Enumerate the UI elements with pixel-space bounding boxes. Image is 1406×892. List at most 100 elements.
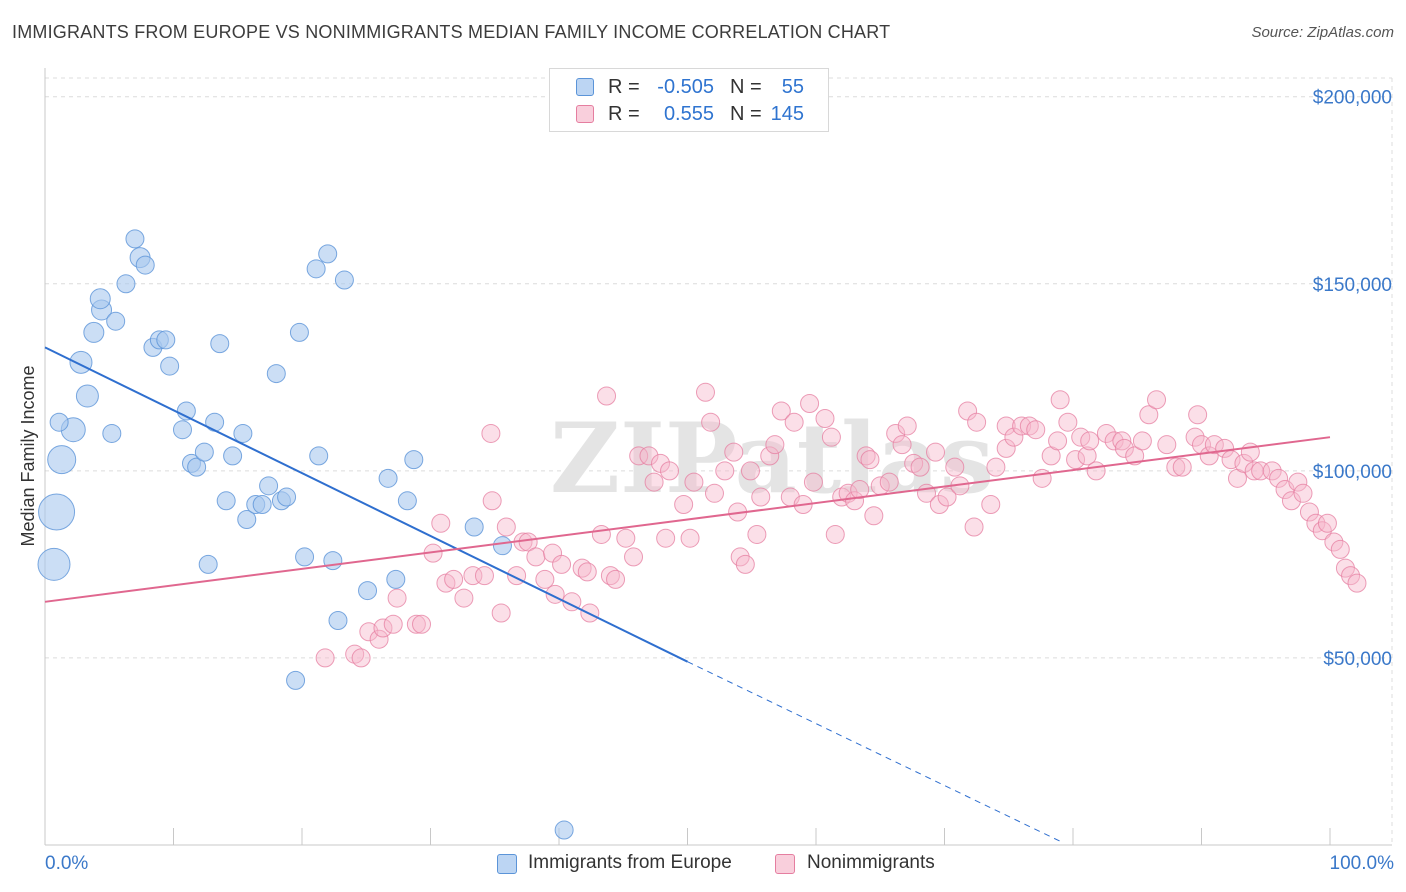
chart-title: IMMIGRANTS FROM EUROPE VS NONIMMIGRANTS … <box>12 22 891 42</box>
immigrant-point <box>554 820 574 840</box>
nonimmigrant-point <box>406 614 426 634</box>
nonimmigrant-point <box>616 528 636 548</box>
legend-n-value: 55 <box>781 76 804 98</box>
nonimmigrant-point <box>383 614 403 634</box>
nonimmigrant-point <box>1293 483 1313 503</box>
nonimmigrant-point <box>1147 390 1167 410</box>
nonimmigrant-point <box>1112 431 1132 451</box>
nonimmigrant-point <box>1050 390 1070 410</box>
immigrant-point <box>318 244 338 264</box>
bottom-legend-swatch-blue <box>497 854 517 874</box>
immigrant-point <box>259 476 279 496</box>
nonimmigrant-point <box>996 438 1016 458</box>
immigrant-point <box>187 457 207 477</box>
nonimmigrant-point <box>845 491 865 511</box>
nonimmigrant-point <box>1032 468 1052 488</box>
nonimmigrant-point <box>704 483 724 503</box>
nonimmigrant-point <box>674 495 694 515</box>
nonimmigrant-point <box>463 566 483 586</box>
immigrant-point <box>69 350 93 374</box>
nonimmigrant-point <box>345 644 365 664</box>
immigrant-point <box>378 468 398 488</box>
bottom-legend-label: Nonimmigrants <box>807 852 935 873</box>
nonimmigrant-point <box>1324 532 1344 552</box>
immigrant-point <box>404 450 424 470</box>
immigrant-point <box>198 554 218 574</box>
nonimmigrant-point <box>1330 539 1350 559</box>
immigrant-point <box>295 547 315 567</box>
immigrant-point <box>386 569 406 589</box>
nonimmigrant-point <box>680 528 700 548</box>
nonimmigrant-point <box>1347 573 1367 593</box>
nonimmigrant-point <box>387 588 407 608</box>
nonimmigrant-point <box>735 554 755 574</box>
immigrant-point <box>277 487 297 507</box>
nonimmigrant-point <box>1012 416 1032 436</box>
nonimmigrant-point <box>821 427 841 447</box>
immigrant-point <box>286 670 306 690</box>
immigrant-point <box>492 536 512 556</box>
source-label: Source: ZipAtlas.com <box>1251 24 1394 41</box>
nonimmigrant-point <box>760 446 780 466</box>
nonimmigrant-point <box>996 416 1016 436</box>
legend-row-nonimmigrants: R = 0.555 N = 145 <box>550 101 828 127</box>
nonimmigrant-point <box>1306 513 1326 533</box>
nonimmigrant-point <box>535 569 555 589</box>
nonimmigrant-point <box>526 547 546 567</box>
immigrant-point <box>289 322 309 342</box>
y-tick-label: $100,000 <box>1313 462 1392 483</box>
nonimmigrant-point <box>695 382 715 402</box>
immigrant-point <box>172 420 192 440</box>
nonimmigrant-point <box>1281 491 1301 511</box>
nonimmigrant-point <box>591 524 611 544</box>
nonimmigrant-point <box>351 648 371 668</box>
immigrant-point <box>83 321 105 343</box>
nonimmigrant-point <box>1262 461 1282 481</box>
nonimmigrant-point <box>886 423 906 443</box>
correlation-legend: R = -0.505 N = 55 R = 0.555 N = 145 <box>549 68 829 132</box>
nonimmigrant-point <box>577 562 597 582</box>
immigrant-point <box>156 330 176 350</box>
nonimmigrant-point <box>740 461 760 481</box>
legend-r-label: R = <box>608 76 640 98</box>
nonimmigrant-point <box>1139 405 1159 425</box>
nonimmigrant-point <box>1132 431 1152 451</box>
trend-lines <box>44 346 1331 842</box>
nonimmigrant-point <box>981 495 1001 515</box>
x-tick-label: 100.0% <box>1330 853 1395 874</box>
nonimmigrant-point <box>1157 435 1177 455</box>
nonimmigrant-point <box>897 416 917 436</box>
legend-row-immigrants: R = -0.505 N = 55 <box>550 74 828 100</box>
immigrant-point <box>37 547 71 581</box>
nonimmigrant-point <box>864 506 884 526</box>
bottom-legend-label: Immigrants from Europe <box>528 852 732 873</box>
nonimmigrant-point <box>1188 405 1208 425</box>
immigrant-point <box>252 495 272 515</box>
nonimmigrant-point <box>1341 566 1361 586</box>
immigrant-point <box>47 445 77 475</box>
nonimmigrant-point <box>1096 423 1116 443</box>
nonimmigrant-point <box>986 457 1006 477</box>
nonimmigrant-point <box>412 614 432 634</box>
nonimmigrant-point <box>597 386 617 406</box>
immigrant-point <box>194 442 214 462</box>
immigrant-point <box>266 364 286 384</box>
nonimmigrant-point <box>1125 446 1145 466</box>
nonimmigrant-point <box>815 408 835 428</box>
legend-n-value: 145 <box>770 103 804 125</box>
nonimmigrant-point <box>369 629 389 649</box>
immigrant-point <box>135 255 155 275</box>
legend-swatch-pink <box>576 105 594 123</box>
series-nonimmigrants-points <box>315 382 1367 668</box>
axes <box>44 68 1392 846</box>
nonimmigrant-point <box>684 472 704 492</box>
trend-line-nonimmigrants <box>44 436 1331 603</box>
series-immigrants-points <box>37 229 574 840</box>
immigrant-point <box>160 356 180 376</box>
nonimmigrant-point <box>929 495 949 515</box>
nonimmigrant-point <box>1048 431 1068 451</box>
nonimmigrant-point <box>856 446 876 466</box>
nonimmigrant-point <box>1019 416 1039 436</box>
immigrant-point <box>116 274 136 294</box>
